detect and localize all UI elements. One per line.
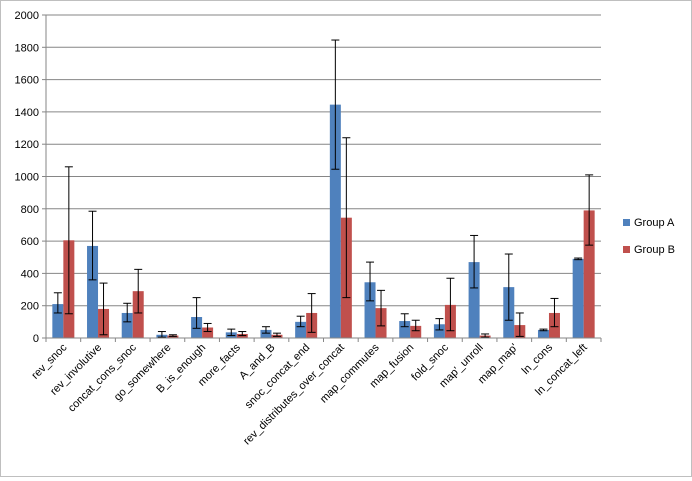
y-tick-label: 1600 bbox=[15, 75, 39, 87]
gridlines bbox=[46, 14, 601, 307]
legend-swatch bbox=[623, 246, 630, 253]
bar-group-a bbox=[572, 258, 584, 338]
legend-label: Group B bbox=[634, 244, 675, 256]
x-category-label: snoc_concat_end bbox=[243, 342, 312, 411]
bar-group-a bbox=[433, 324, 445, 338]
bar-group-a bbox=[537, 329, 549, 338]
error-bars bbox=[53, 39, 594, 338]
y-tick-label: 800 bbox=[21, 204, 39, 216]
bar-group-a bbox=[468, 262, 480, 338]
bar-group-a bbox=[399, 321, 411, 338]
bars bbox=[52, 104, 595, 338]
x-axis-labels: rev_snocrev_involutiveconcat_cons_snocgo… bbox=[29, 341, 589, 447]
bar-group-a bbox=[121, 312, 133, 338]
y-tick-label: 1800 bbox=[15, 42, 39, 54]
y-tick-label: 1000 bbox=[15, 172, 39, 184]
bar-group-a bbox=[87, 245, 99, 338]
axes bbox=[45, 15, 602, 342]
y-tick-label: 1400 bbox=[15, 107, 39, 119]
legend-label: Group A bbox=[634, 217, 675, 229]
y-tick-label: 0 bbox=[33, 333, 39, 345]
y-tick-label: 400 bbox=[21, 268, 39, 280]
legend-swatch bbox=[623, 219, 630, 226]
bar-group-b bbox=[583, 210, 595, 338]
bar-group-b bbox=[202, 327, 214, 338]
y-tick-label: 200 bbox=[21, 301, 39, 313]
bar-group-a bbox=[52, 304, 64, 338]
bar-group-b bbox=[410, 325, 422, 338]
bar-group-a bbox=[364, 282, 376, 338]
y-axis-ticks: 0 200 400 600 800 1000 1200 1400 1600 1800 2000 bbox=[15, 10, 46, 345]
bar-group-b bbox=[132, 291, 144, 338]
y-tick-label: 1200 bbox=[15, 139, 39, 151]
y-tick-label: 2000 bbox=[15, 10, 39, 22]
bar-group-a bbox=[260, 329, 272, 338]
legend: Group A Group B bbox=[623, 217, 675, 256]
x-category-label: map_commutes bbox=[318, 341, 382, 405]
y-tick-label: 600 bbox=[21, 236, 39, 248]
bar-group-a bbox=[295, 321, 307, 338]
bar-group-a bbox=[329, 104, 341, 338]
